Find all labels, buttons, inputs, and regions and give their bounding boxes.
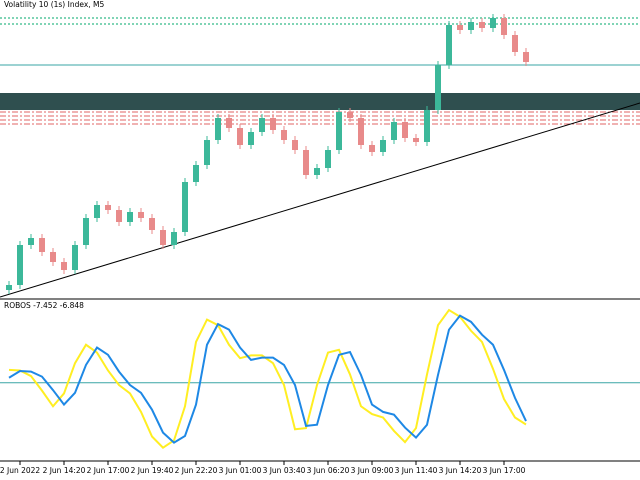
x-tick-label: 3 Jun 01:00 [219, 466, 262, 475]
x-tick-label: 2 Jun 14:20 [43, 466, 86, 475]
trend-line [0, 102, 640, 298]
candle-body [237, 128, 243, 145]
candle-body [424, 110, 430, 142]
candle-body [490, 18, 496, 28]
x-tick-label: 3 Jun 03:40 [263, 466, 306, 475]
candle-body [369, 145, 375, 152]
candle-body [446, 25, 452, 65]
indicator-title: ROBOS -7.452 -6.848 [4, 301, 84, 310]
candle-body [347, 112, 353, 118]
candle-body [193, 165, 199, 182]
x-tick-label: 2 Jun 22:20 [175, 466, 218, 475]
candle-body [149, 218, 155, 230]
candle-body [479, 22, 485, 28]
candle-body [501, 18, 507, 35]
x-tick-label: 3 Jun 06:20 [307, 466, 350, 475]
candle-body [182, 182, 188, 232]
zone-band [0, 93, 640, 110]
candle-body [50, 252, 56, 262]
candle-body [83, 218, 89, 245]
candle-body [17, 245, 23, 285]
candle-body [94, 205, 100, 218]
candle-body [72, 245, 78, 270]
indicator-line [8, 314, 527, 444]
candle-body [413, 138, 419, 142]
candle-body [303, 150, 309, 175]
candle-body [292, 140, 298, 150]
candle-body [435, 65, 441, 110]
candle-body [402, 122, 408, 138]
candle-body [358, 118, 364, 145]
candle-body [39, 238, 45, 252]
candle-body [6, 285, 12, 290]
x-tick-label: 2 Jun 17:00 [87, 466, 130, 475]
candle-body [523, 52, 529, 62]
candle-body [226, 118, 232, 128]
x-tick-label: 3 Jun 14:20 [439, 466, 482, 475]
candle-body [512, 35, 518, 52]
candle-body [127, 212, 133, 222]
candle-body [380, 140, 386, 152]
candle-body [391, 122, 397, 140]
x-tick-label: 2 Jun 2022 [0, 466, 40, 475]
candle-body [105, 205, 111, 210]
candle-body [160, 230, 166, 245]
candle-body [248, 132, 254, 145]
chart-title: Volatility 10 (1s) Index, M5 [4, 0, 105, 9]
candle-body [270, 118, 276, 130]
candle-body [336, 112, 342, 150]
candle-body [204, 140, 210, 165]
candle-body [468, 22, 474, 30]
candle-body [457, 25, 463, 30]
candle-body [281, 130, 287, 140]
candle-body [116, 210, 122, 222]
candle-body [28, 238, 34, 245]
x-tick-label: 3 Jun 11:40 [395, 466, 438, 475]
candle-body [171, 232, 177, 245]
candle-body [215, 118, 221, 140]
x-tick-label: 3 Jun 17:00 [483, 466, 526, 475]
candle-body [314, 168, 320, 175]
candle-body [259, 118, 265, 132]
x-tick-label: 2 Jun 19:40 [131, 466, 174, 475]
candle-body [138, 212, 144, 218]
x-tick-label: 3 Jun 09:00 [351, 466, 394, 475]
candle-body [325, 150, 331, 168]
candle-body [61, 262, 67, 270]
